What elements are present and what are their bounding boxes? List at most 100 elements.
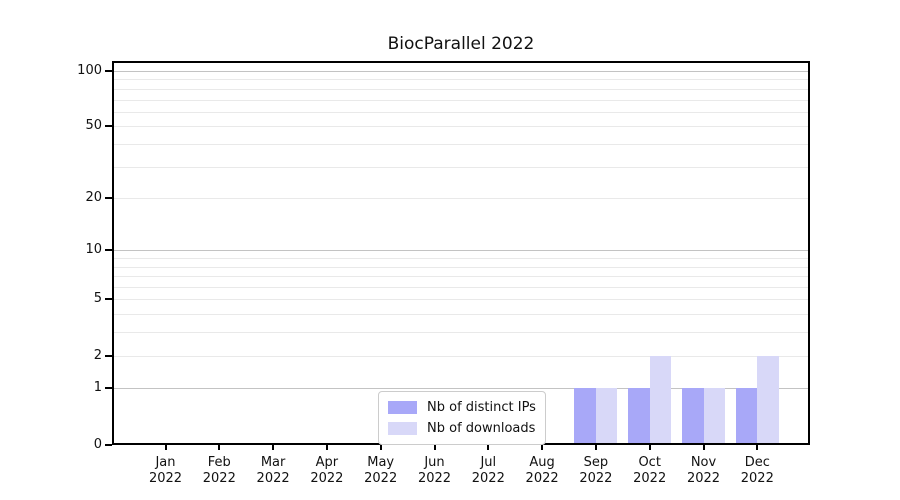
x-tick-month: Jun <box>424 455 445 470</box>
y-tick-mark-50 <box>105 125 112 128</box>
plot-area <box>112 61 810 445</box>
x-tick-mark-jul <box>487 444 490 450</box>
y-tick-label-100: 100 <box>77 63 102 78</box>
x-tick-year: 2022 <box>686 471 721 486</box>
gridline-y-40 <box>112 143 810 145</box>
gridline-y-2 <box>112 355 810 357</box>
x-tick-month: Nov <box>690 455 717 470</box>
x-tick-year: 2022 <box>148 471 183 486</box>
x-tick-year: 2022 <box>740 471 774 486</box>
x-tick-month: Sep <box>583 455 609 470</box>
x-tick-mark-oct <box>648 444 651 450</box>
x-tick-mark-jun <box>433 444 436 450</box>
bar-nb-of-distinct-ips-sep <box>574 388 596 445</box>
x-tick-label-may: May 2022 <box>351 455 411 487</box>
gridline-y-6 <box>112 287 810 289</box>
x-tick-label-apr: Apr 2022 <box>297 455 357 487</box>
x-tick-label-dec: Dec 2022 <box>727 455 787 487</box>
x-tick-label-jul: Jul 2022 <box>458 455 518 487</box>
gridline-y-4 <box>112 314 810 316</box>
gridline-y-30 <box>112 166 810 168</box>
y-tick-mark-20 <box>105 197 112 200</box>
gridline-y-60 <box>112 111 810 113</box>
y-tick-label-2: 2 <box>93 347 102 363</box>
x-tick-month: Jul <box>480 455 497 470</box>
x-tick-mark-mar <box>272 444 275 450</box>
gridline-y-5 <box>112 299 810 301</box>
x-tick-year: 2022 <box>633 471 667 486</box>
x-tick-month: Oct <box>638 455 661 470</box>
x-tick-label-jun: Jun 2022 <box>405 455 465 487</box>
y-tick-label-0: 0 <box>93 436 102 452</box>
legend-entry-nb-of-downloads: Nb of downloads <box>388 419 536 438</box>
x-tick-year: 2022 <box>310 471 344 486</box>
x-tick-label-mar: Mar 2022 <box>243 455 303 487</box>
x-tick-month: Aug <box>529 455 555 470</box>
y-tick-label-5: 5 <box>93 291 102 307</box>
y-tick-label-50: 50 <box>85 118 102 134</box>
gridline-y-70 <box>112 99 810 101</box>
bar-nb-of-downloads-dec <box>757 355 779 445</box>
bar-nb-of-downloads-sep <box>595 388 618 445</box>
legend: Nb of distinct IPs Nb of downloads <box>378 391 546 445</box>
x-tick-year: 2022 <box>417 471 452 486</box>
x-tick-month: Jan <box>155 455 176 470</box>
x-tick-mark-feb <box>218 444 221 450</box>
x-tick-month: May <box>367 455 395 470</box>
y-tick-label-20: 20 <box>85 190 102 206</box>
x-tick-month: Apr <box>315 455 339 470</box>
y-tick-mark-5 <box>105 298 112 301</box>
legend-label-nb-of-downloads: Nb of downloads <box>427 421 536 436</box>
y-tick-mark-100 <box>105 70 112 72</box>
bar-nb-of-distinct-ips-nov <box>682 388 704 445</box>
x-tick-year: 2022 <box>202 471 236 486</box>
x-tick-label-feb: Feb 2022 <box>189 455 249 487</box>
x-tick-year: 2022 <box>364 471 398 486</box>
y-tick-mark-10 <box>105 249 112 252</box>
y-tick-label-1: 1 <box>93 380 102 396</box>
x-tick-month: Feb <box>207 455 231 470</box>
gridline-major-y-1 <box>112 388 810 390</box>
y-tick-mark-0 <box>105 443 112 446</box>
bar-nb-of-distinct-ips-dec <box>735 388 758 445</box>
chart-title: BiocParallel 2022 <box>387 34 535 54</box>
gridline-y-3 <box>112 332 810 334</box>
x-tick-year: 2022 <box>579 471 613 486</box>
x-tick-label-aug: Aug 2022 <box>512 455 572 487</box>
gridline-y-7 <box>112 276 810 278</box>
x-tick-year: 2022 <box>471 471 505 486</box>
legend-swatch-nb-of-downloads <box>388 422 417 435</box>
gridline-y-90 <box>112 79 810 81</box>
x-tick-mark-jan <box>164 444 167 450</box>
x-tick-label-sep: Sep 2022 <box>566 455 626 487</box>
x-tick-month: Dec <box>744 455 770 470</box>
gridline-y-8 <box>112 266 810 268</box>
legend-label-nb-of-distinct-ips: Nb of distinct IPs <box>427 400 536 415</box>
gridline-y-80 <box>112 88 810 90</box>
y-tick-mark-2 <box>105 354 112 357</box>
x-tick-year: 2022 <box>256 471 290 486</box>
bar-nb-of-downloads-nov <box>703 388 725 445</box>
gridline-major-y-100 <box>112 71 810 72</box>
x-tick-mark-nov <box>702 444 705 450</box>
bar-nb-of-distinct-ips-oct <box>628 388 650 445</box>
y-tick-mark-1 <box>105 387 112 390</box>
x-tick-label-nov: Nov 2022 <box>674 455 734 487</box>
x-tick-label-oct: Oct 2022 <box>620 455 680 487</box>
y-tick-label-10: 10 <box>85 242 102 258</box>
x-tick-year: 2022 <box>525 471 559 486</box>
x-tick-mark-may <box>379 444 382 450</box>
x-tick-month: Mar <box>260 455 286 470</box>
bar-nb-of-downloads-oct <box>649 355 672 445</box>
gridline-y-20 <box>112 198 810 200</box>
gridline-y-50 <box>112 126 810 128</box>
x-tick-mark-apr <box>325 444 328 450</box>
gridline-y-9 <box>112 258 810 260</box>
x-tick-mark-sep <box>594 444 597 450</box>
gridline-major-y-10 <box>112 250 810 252</box>
x-tick-mark-dec <box>756 444 759 450</box>
legend-entry-nb-of-distinct-ips: Nb of distinct IPs <box>388 398 536 417</box>
x-tick-label-jan: Jan 2022 <box>136 455 196 487</box>
x-tick-mark-aug <box>541 444 544 450</box>
